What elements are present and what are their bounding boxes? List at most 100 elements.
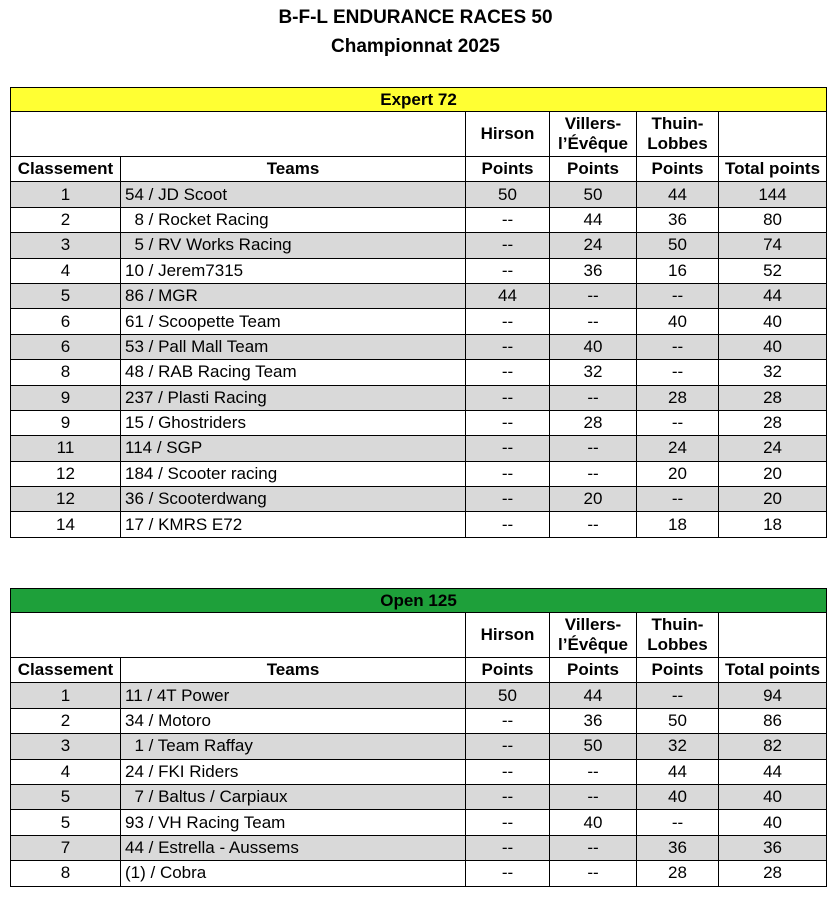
total-points-cell: 20: [717, 486, 828, 513]
team-cell: 7 / Baltus / Carpiaux: [120, 783, 466, 811]
thuin-points-cell: 28: [636, 384, 719, 411]
table-row: 14 17 / KMRS E72 -- -- 18 18: [10, 511, 828, 538]
villers-points-cell: 50: [549, 181, 637, 208]
total-points-cell: 40: [717, 333, 828, 361]
race-header: Thuin- Lobbes: [636, 111, 719, 157]
thuin-points-cell: 44: [636, 758, 719, 785]
villers-points-cell: 44: [549, 206, 637, 234]
total-points-cell: 44: [717, 282, 828, 310]
hirson-points-cell: --: [465, 359, 550, 386]
villers-points-cell: 28: [549, 409, 637, 437]
team-cell: 48 / RAB Racing Team: [120, 359, 466, 386]
hirson-points-cell: --: [465, 333, 550, 361]
points-header: Points: [465, 656, 550, 684]
thuin-points-cell: 28: [636, 860, 719, 887]
thuin-points-cell: --: [636, 409, 719, 437]
thuin-points-cell: 36: [636, 834, 719, 862]
table-row: 4 10 / Jerem7315 -- 36 16 52: [10, 257, 828, 284]
villers-points-cell: 44: [549, 682, 637, 709]
total-points-cell: 40: [717, 783, 828, 811]
table-row: 5 7 / Baltus / Carpiaux -- -- 40 40: [10, 783, 828, 811]
total-points-cell: 40: [717, 809, 828, 836]
total-points-cell: 32: [717, 359, 828, 386]
villers-points-cell: --: [549, 860, 637, 887]
rank-header: Classement: [10, 656, 121, 684]
header-blank: [717, 111, 828, 157]
table-row: 6 53 / Pall Mall Team -- 40 -- 40: [10, 333, 828, 361]
team-cell: 10 / Jerem7315: [120, 257, 466, 284]
thuin-points-cell: 40: [636, 783, 719, 811]
category-title: Open 125: [9, 588, 828, 613]
hirson-points-cell: 50: [465, 682, 550, 709]
team-cell: 184 / Scooter racing: [120, 460, 466, 488]
teams-header: Teams: [120, 656, 466, 684]
hirson-points-cell: --: [465, 707, 550, 735]
thuin-points-cell: --: [636, 682, 719, 709]
category-title: Expert 72: [9, 87, 828, 112]
hirson-points-cell: --: [465, 860, 550, 887]
total-header: Total points: [717, 656, 828, 684]
rank-cell: 5: [10, 809, 121, 836]
rank-cell: 2: [10, 707, 121, 735]
points-header: Points: [636, 155, 719, 183]
points-header: Points: [549, 656, 637, 684]
villers-points-cell: 40: [549, 333, 637, 361]
rank-cell: 4: [10, 257, 121, 284]
thuin-points-cell: 44: [636, 181, 719, 208]
total-points-cell: 24: [717, 435, 828, 462]
points-header: Points: [636, 656, 719, 684]
team-cell: 237 / Plasti Racing: [120, 384, 466, 411]
total-points-cell: 74: [717, 232, 828, 259]
hirson-points-cell: --: [465, 257, 550, 284]
thuin-points-cell: 50: [636, 232, 719, 259]
team-cell: 24 / FKI Riders: [120, 758, 466, 785]
page-title: B-F-L ENDURANCE RACES 50: [278, 7, 553, 28]
team-cell: 114 / SGP: [120, 435, 466, 462]
rank-cell: 2: [10, 206, 121, 234]
hirson-points-cell: --: [465, 206, 550, 234]
rank-cell: 6: [10, 333, 121, 361]
hirson-points-cell: --: [465, 783, 550, 811]
team-cell: 17 / KMRS E72: [120, 511, 466, 538]
hirson-points-cell: --: [465, 511, 550, 538]
table-row: 8 48 / RAB Racing Team -- 32 -- 32: [10, 359, 828, 386]
points-header: Points: [549, 155, 637, 183]
thuin-points-cell: 32: [636, 733, 719, 760]
table-row: 12 36 / Scooterdwang -- 20 -- 20: [10, 486, 828, 513]
thuin-points-cell: --: [636, 809, 719, 836]
table-row: 3 5 / RV Works Racing -- 24 50 74: [10, 232, 828, 259]
villers-points-cell: 36: [549, 707, 637, 735]
total-points-cell: 44: [717, 758, 828, 785]
thuin-points-cell: --: [636, 333, 719, 361]
rank-cell: 11: [10, 435, 121, 462]
team-cell: 11 / 4T Power: [120, 682, 466, 709]
rank-cell: 6: [10, 308, 121, 335]
villers-points-cell: --: [549, 758, 637, 785]
team-cell: 5 / RV Works Racing: [120, 232, 466, 259]
total-points-cell: 82: [717, 733, 828, 760]
rank-cell: 1: [10, 682, 121, 709]
total-header: Total points: [717, 155, 828, 183]
rank-cell: 5: [10, 783, 121, 811]
page-subtitle: Championnat 2025: [331, 36, 500, 57]
header-blank: [717, 612, 828, 658]
total-points-cell: 28: [717, 384, 828, 411]
table-row: 1 11 / 4T Power 50 44 -- 94: [10, 682, 828, 709]
rank-cell: 4: [10, 758, 121, 785]
header-blank: [10, 111, 466, 157]
hirson-points-cell: --: [465, 758, 550, 785]
rank-cell: 3: [10, 232, 121, 259]
table-row: 2 34 / Motoro -- 36 50 86: [10, 707, 828, 735]
race-header: Hirson: [465, 612, 550, 658]
villers-points-cell: 40: [549, 809, 637, 836]
table-row: 2 8 / Rocket Racing -- 44 36 80: [10, 206, 828, 234]
team-cell: (1) / Cobra: [120, 860, 466, 887]
villers-points-cell: 32: [549, 359, 637, 386]
thuin-points-cell: --: [636, 282, 719, 310]
total-points-cell: 28: [717, 860, 828, 887]
rank-cell: 8: [10, 860, 121, 887]
table-row: 9 237 / Plasti Racing -- -- 28 28: [10, 384, 828, 411]
team-cell: 53 / Pall Mall Team: [120, 333, 466, 361]
teams-header: Teams: [120, 155, 466, 183]
total-points-cell: 144: [717, 181, 828, 208]
